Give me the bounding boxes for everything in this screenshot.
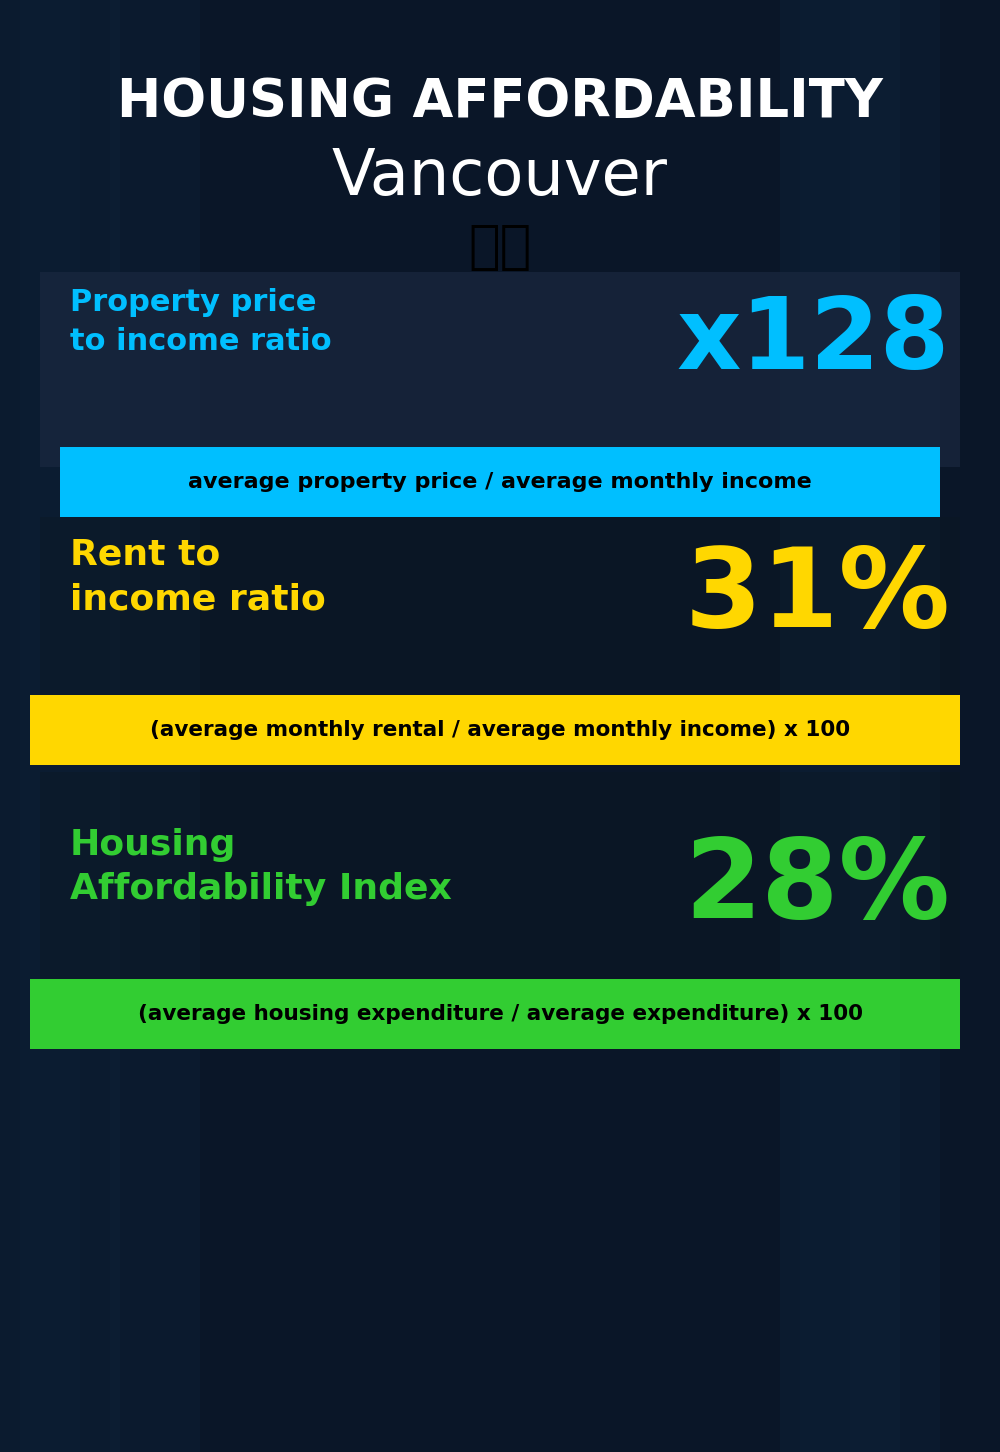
Text: Vancouver: Vancouver [332, 147, 668, 208]
Bar [110, 0, 200, 1452]
Text: (average housing expenditure / average expenditure) x 100: (average housing expenditure / average e… [138, 1003, 862, 1024]
Text: 🇺🇸: 🇺🇸 [468, 221, 532, 273]
FancyBboxPatch shape [30, 979, 960, 1048]
FancyBboxPatch shape [40, 272, 960, 468]
FancyBboxPatch shape [40, 772, 960, 1002]
Text: Rent to
income ratio: Rent to income ratio [70, 537, 326, 617]
Bar [780, 0, 900, 1452]
Text: HOUSING AFFORDABILITY: HOUSING AFFORDABILITY [117, 76, 883, 128]
Bar [800, 0, 860, 1452]
FancyBboxPatch shape [30, 696, 960, 765]
Text: 31%: 31% [684, 543, 950, 650]
Text: Housing
Affordability Index: Housing Affordability Index [70, 828, 452, 906]
Text: average property price / average monthly income: average property price / average monthly… [188, 472, 812, 492]
FancyBboxPatch shape [60, 447, 940, 517]
Bar [850, 0, 940, 1452]
FancyBboxPatch shape [40, 517, 960, 717]
Bar [0, 0, 120, 1452]
Bar [20, 0, 80, 1452]
Text: Property price
to income ratio: Property price to income ratio [70, 289, 332, 356]
Text: 28%: 28% [684, 833, 950, 941]
Text: (average monthly rental / average monthly income) x 100: (average monthly rental / average monthl… [150, 720, 850, 741]
Text: x128: x128 [677, 293, 950, 391]
